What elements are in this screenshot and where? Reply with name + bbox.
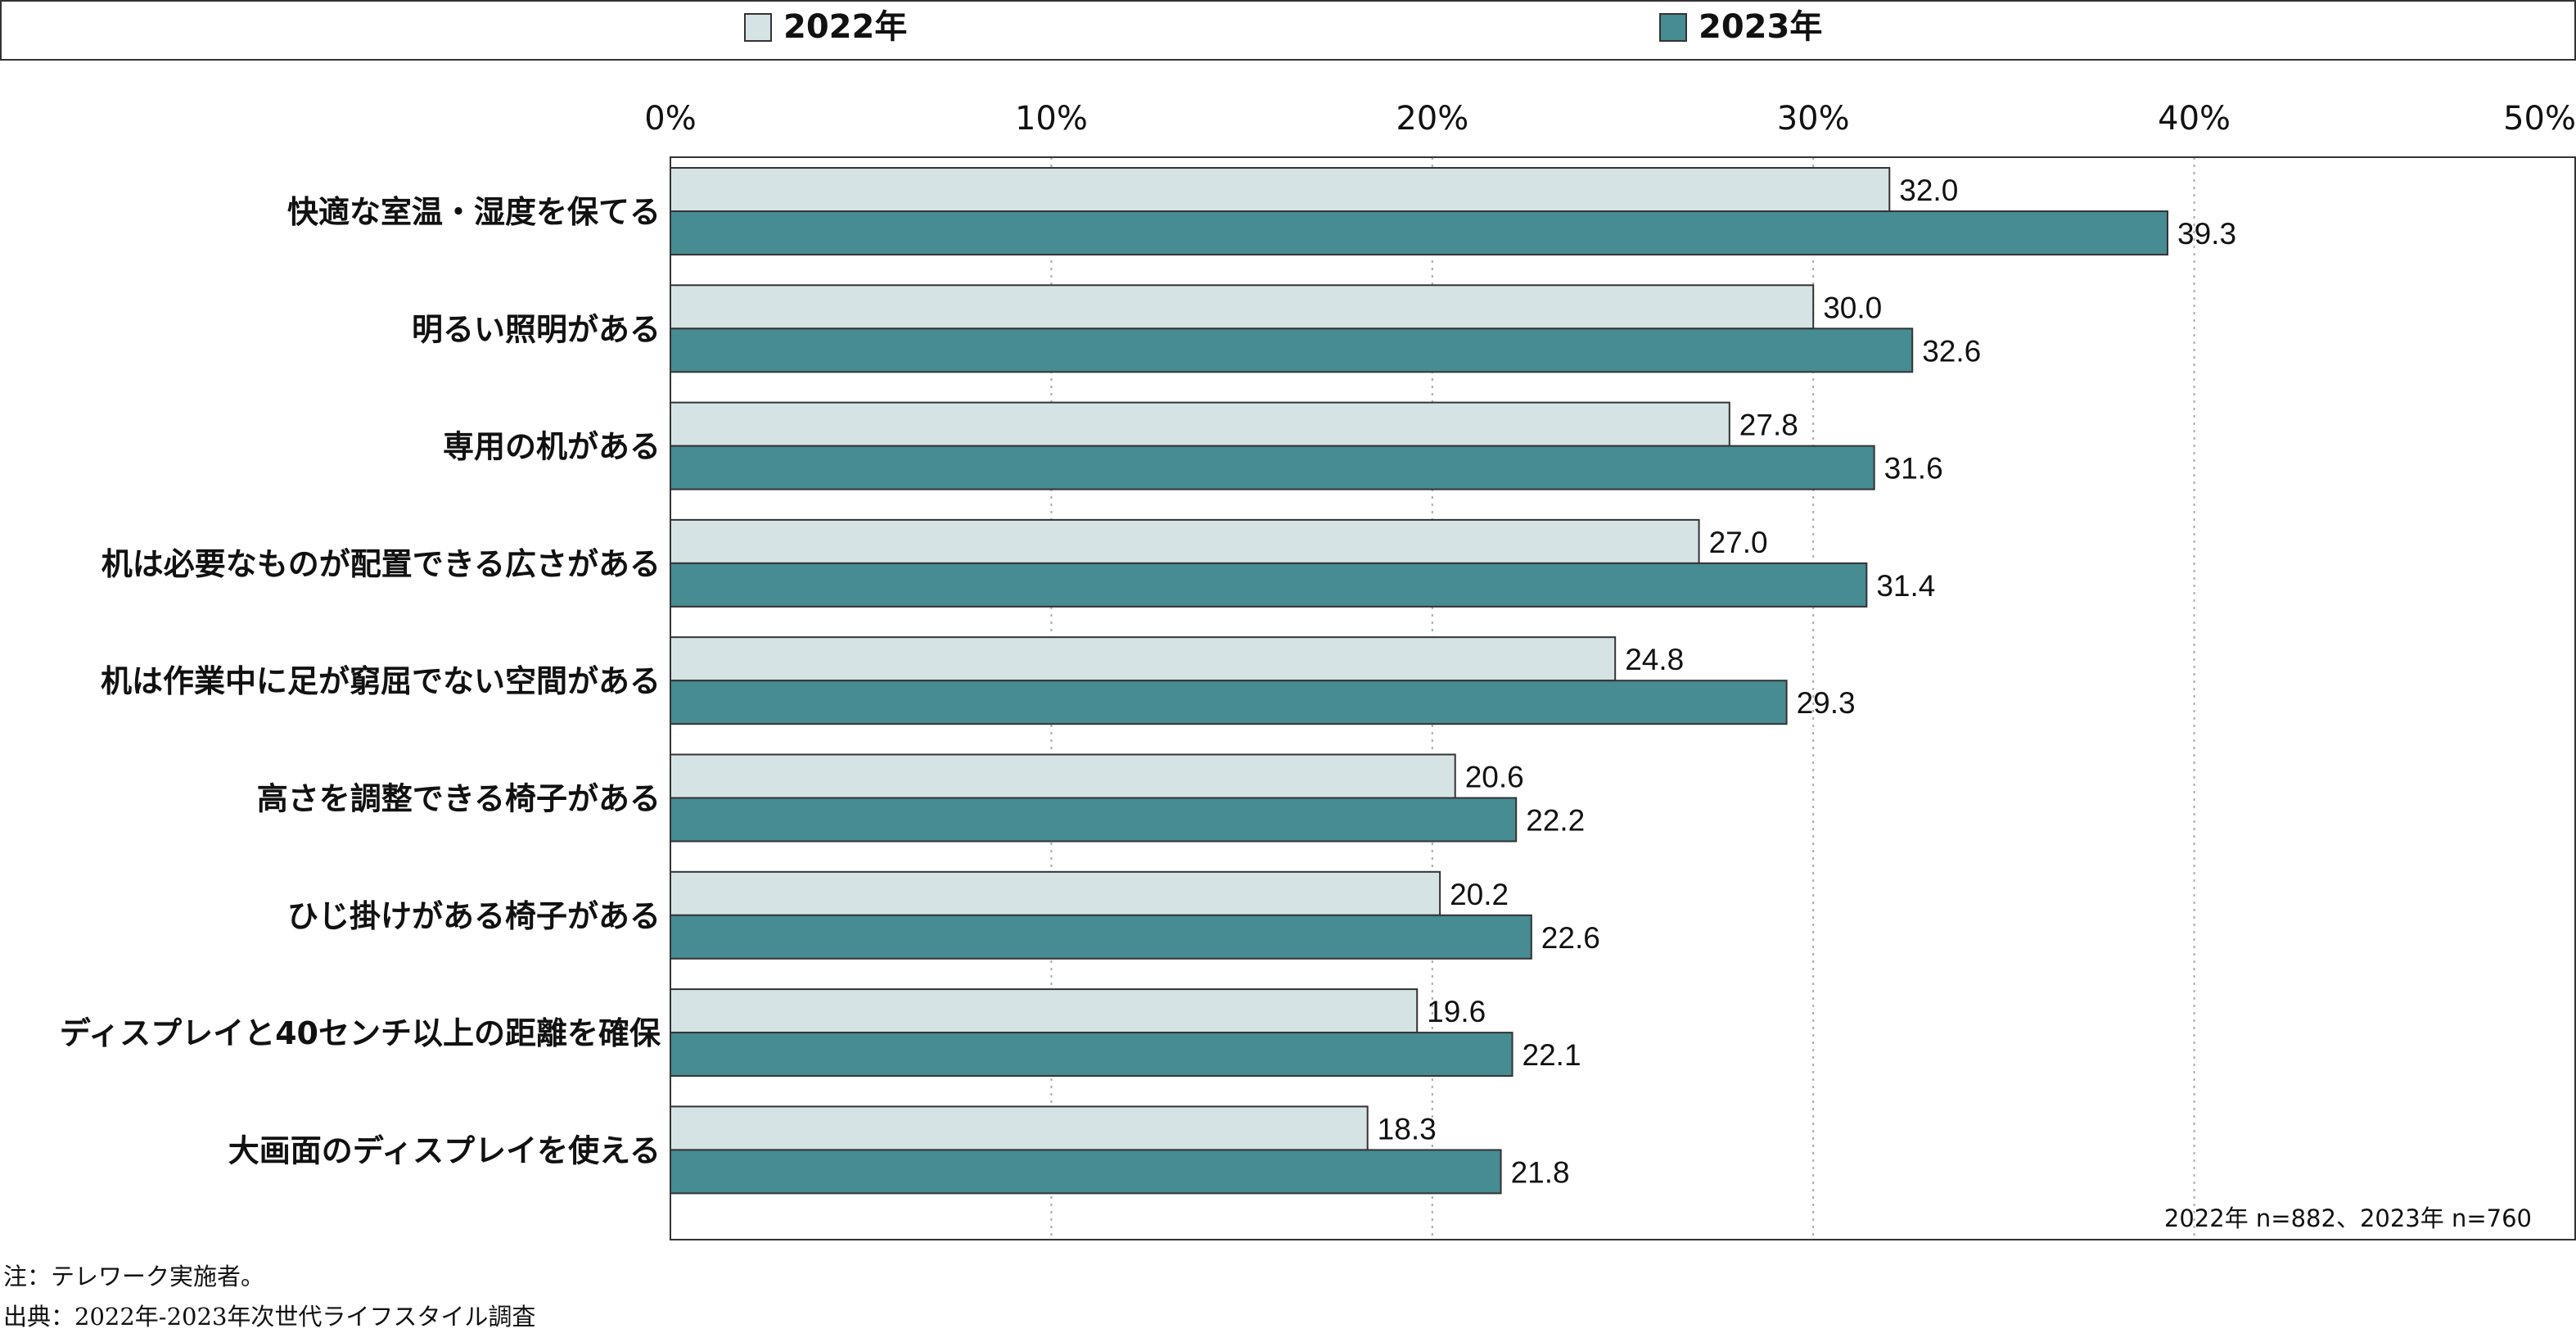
data-label: 21.8: [1511, 1155, 1570, 1189]
bar: [670, 914, 1532, 960]
x-tick-label: 50%: [2503, 100, 2576, 138]
legend: 2022年 2023年: [0, 0, 2576, 61]
footnote-source: 出典：2022年-2023年次世代ライフスタイル調査: [3, 1303, 536, 1331]
data-label: 19.6: [1427, 995, 1486, 1028]
bar: [670, 797, 1518, 843]
data-label: 39.3: [2177, 217, 2236, 251]
category-label: 専用の机がある: [443, 429, 661, 465]
x-tick-label: 20%: [1396, 100, 1468, 138]
data-label: 22.1: [1523, 1038, 1581, 1072]
legend-label-1: 2022年: [783, 8, 907, 46]
bar: [670, 680, 1788, 725]
data-label: 32.6: [1922, 334, 1981, 368]
bar: [670, 210, 2169, 255]
bar: [670, 328, 1914, 373]
category-label: 明るい照明がある: [412, 311, 661, 347]
category-label: 快適な室温・湿度を保てる: [287, 194, 661, 230]
category-label: ひじ掛けがある椅子がある: [287, 898, 661, 934]
plot-frame: [670, 156, 2576, 1240]
legend-swatch-1: [744, 13, 772, 42]
data-label: 24.8: [1625, 643, 1684, 676]
legend-box: [0, 0, 2576, 61]
data-label: 31.4: [1876, 569, 1935, 603]
x-tick-label: 0%: [644, 100, 696, 138]
bar: [670, 1105, 1369, 1151]
data-label: 22.6: [1541, 921, 1600, 955]
data-label: 27.0: [1709, 526, 1768, 559]
category-label: ディスプレイと40センチ以上の距離を確保: [60, 1015, 661, 1051]
bar: [670, 167, 1891, 212]
bar: [670, 518, 1700, 564]
data-label: 27.8: [1739, 409, 1798, 442]
category-label: 机は作業中に足が窮屈でない空間がある: [101, 663, 661, 699]
data-label: 20.2: [1450, 878, 1509, 911]
bar: [670, 870, 1441, 916]
data-label: 30.0: [1823, 291, 1882, 324]
category-label: 机は必要なものが配置できる広さがある: [102, 546, 661, 582]
bar: [670, 284, 1815, 330]
bars: 32.0 39.3 30.0 32.6 27.8 31.6 27.0 31.4 24.8 29.3…: [670, 167, 2236, 1195]
data-label: 29.3: [1797, 686, 1856, 720]
bar: [670, 401, 1730, 447]
bar: [670, 988, 1419, 1034]
bar: [670, 753, 1456, 799]
category-label: 高さを調整できる椅子がある: [257, 781, 661, 817]
legend-label-2: 2023年: [1699, 8, 1822, 46]
category-labels: 快適な室温・湿度を保てる明るい照明がある専用の机がある机は必要なものが配置できる…: [60, 194, 661, 1168]
sample-size-note: 2022年 n=882、2023年 n=760: [2164, 1204, 2532, 1232]
data-label: 22.2: [1526, 804, 1585, 838]
data-label: 31.6: [1884, 452, 1943, 486]
x-axis-tick-labels: 0% 10% 20% 30% 40% 50%: [644, 100, 2576, 138]
data-label: 20.6: [1465, 761, 1524, 794]
legend-swatch-2: [1659, 13, 1687, 42]
bar: [670, 562, 1868, 608]
bar: [670, 636, 1617, 682]
bar: [670, 1032, 1514, 1078]
bar: [670, 1149, 1502, 1195]
x-tick-label: 10%: [1015, 100, 1088, 138]
x-tick-label: 30%: [1777, 100, 1850, 138]
data-label: 32.0: [1899, 174, 1958, 207]
data-label: 18.3: [1378, 1112, 1437, 1145]
x-tick-label: 40%: [2158, 100, 2231, 138]
bar: [670, 445, 1875, 490]
footnote-note: 注：テレワーク実施者。: [3, 1263, 265, 1290]
category-label: 大画面のディスプレイを使える: [228, 1132, 661, 1168]
